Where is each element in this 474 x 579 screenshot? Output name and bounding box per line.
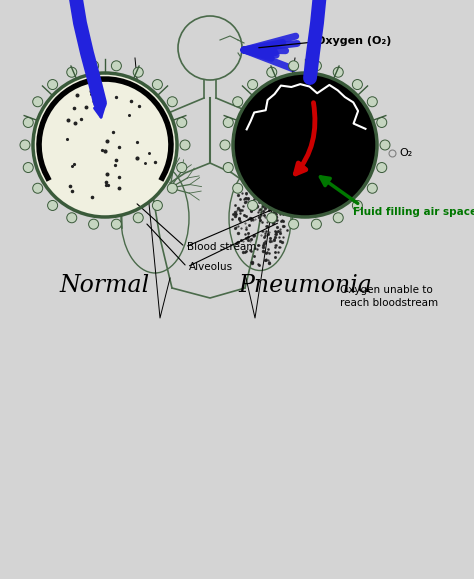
Circle shape [180, 140, 190, 150]
Circle shape [311, 219, 321, 229]
Circle shape [233, 97, 243, 107]
Text: Normal: Normal [60, 274, 150, 297]
Text: Alveolus: Alveolus [189, 262, 233, 272]
Circle shape [267, 67, 277, 77]
Circle shape [111, 61, 121, 71]
Text: Oxygen (O₂): Oxygen (O₂) [316, 36, 392, 46]
Circle shape [247, 200, 257, 210]
Circle shape [33, 73, 177, 217]
Circle shape [89, 219, 99, 229]
Circle shape [33, 97, 43, 107]
Circle shape [333, 212, 343, 223]
Circle shape [289, 219, 299, 229]
Circle shape [223, 118, 233, 127]
Circle shape [289, 61, 299, 71]
Text: Oxygen unable to
reach bloodstream: Oxygen unable to reach bloodstream [340, 285, 438, 308]
Circle shape [111, 219, 121, 229]
Circle shape [352, 200, 363, 210]
Text: Blood stream: Blood stream [187, 242, 256, 252]
Circle shape [47, 79, 58, 90]
Circle shape [333, 67, 343, 77]
Circle shape [267, 212, 277, 223]
Circle shape [233, 183, 243, 193]
Circle shape [177, 118, 187, 127]
Circle shape [177, 163, 187, 173]
Text: Fluid filling air spaces: Fluid filling air spaces [353, 207, 474, 217]
Circle shape [47, 200, 58, 210]
Circle shape [233, 73, 377, 217]
Circle shape [89, 61, 99, 71]
Circle shape [247, 79, 257, 90]
Circle shape [223, 163, 233, 173]
Circle shape [380, 140, 390, 150]
Circle shape [33, 183, 43, 193]
Circle shape [377, 163, 387, 173]
Circle shape [20, 140, 30, 150]
Circle shape [367, 183, 377, 193]
Circle shape [23, 118, 33, 127]
Circle shape [220, 140, 230, 150]
Circle shape [167, 97, 177, 107]
Circle shape [133, 67, 143, 77]
Text: Pneumonia: Pneumonia [238, 274, 372, 297]
Circle shape [23, 163, 33, 173]
Circle shape [367, 97, 377, 107]
Circle shape [67, 67, 77, 77]
Circle shape [152, 200, 163, 210]
Circle shape [152, 79, 163, 90]
Circle shape [67, 212, 77, 223]
Text: O₂: O₂ [399, 148, 412, 158]
Circle shape [311, 61, 321, 71]
Circle shape [377, 118, 387, 127]
Circle shape [167, 183, 177, 193]
Circle shape [133, 212, 143, 223]
Circle shape [352, 79, 363, 90]
